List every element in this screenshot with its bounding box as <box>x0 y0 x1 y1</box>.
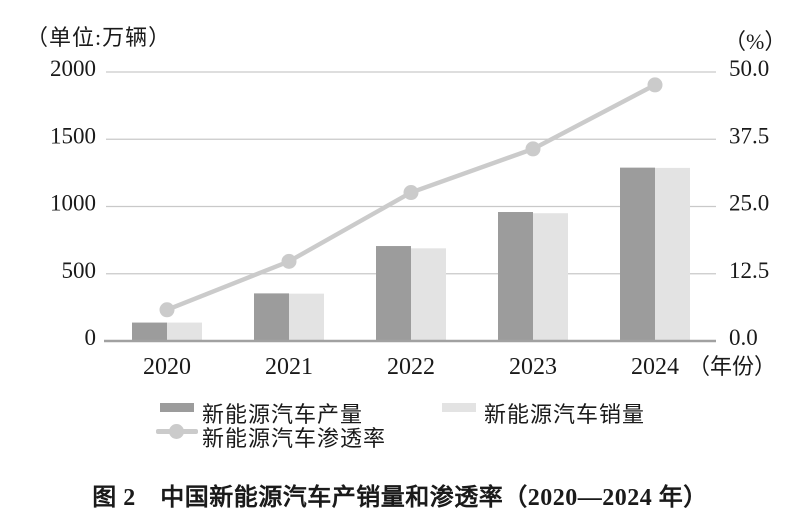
legend-label-penetration: 新能源汽车渗透率 <box>202 426 387 451</box>
bar-sales <box>411 248 446 341</box>
y-axis-tick-left: 500 <box>62 258 97 283</box>
legend-label-production: 新能源汽车产量 <box>202 402 364 427</box>
right-axis-unit-label: （%） <box>724 29 787 54</box>
penetration-marker <box>159 302 175 318</box>
legend-marker-penetration-dot-icon <box>169 424 184 439</box>
bar-sales <box>533 213 568 341</box>
y-axis-tick-right: 50.0 <box>729 56 769 81</box>
legend-label-sales: 新能源汽车销量 <box>484 402 646 427</box>
y-axis-tick-left: 1000 <box>50 191 96 216</box>
chart-canvas: 0 500 1000 1500 2000 0.0 12.5 25.0 37.5 50.0 2020 2… <box>50 56 776 380</box>
y-axis-tick-right: 37.5 <box>729 123 769 148</box>
bar-production <box>254 293 289 341</box>
figure-caption: 图 2 中国新能源汽车产销量和渗透率（2020—2024 年） <box>92 485 708 511</box>
x-axis-tick: 2022 <box>387 354 435 380</box>
bar-sales <box>289 293 324 341</box>
bar-production <box>376 246 411 341</box>
penetration-marker <box>647 77 663 93</box>
bar-sales <box>655 167 690 341</box>
x-axis-tick: 2021 <box>265 354 313 380</box>
left-axis-unit-label: （单位:万辆） <box>26 25 172 50</box>
y-axis-tick-left: 2000 <box>50 56 96 81</box>
bar-sales <box>167 322 202 341</box>
y-axis-tick-right: 12.5 <box>729 258 769 283</box>
penetration-marker <box>281 253 297 269</box>
x-axis-tick: 2023 <box>509 354 557 380</box>
y-axis-tick-right: 25.0 <box>729 191 769 216</box>
y-axis-tick-right: 0.0 <box>729 325 758 350</box>
x-axis-tick: 2024 <box>631 354 679 380</box>
bar-production <box>132 322 167 341</box>
penetration-marker <box>403 185 419 201</box>
penetration-marker <box>525 141 541 157</box>
bar-production <box>498 212 533 341</box>
x-axis-tick: 2020 <box>143 354 191 380</box>
y-axis-tick-left: 1500 <box>50 123 96 148</box>
legend-swatch-sales <box>442 403 476 412</box>
y-axis-tick-left: 0 <box>85 325 97 350</box>
legend-swatch-production <box>160 403 194 412</box>
bar-production <box>620 167 655 341</box>
x-axis-suffix-label: （年份） <box>688 354 776 379</box>
